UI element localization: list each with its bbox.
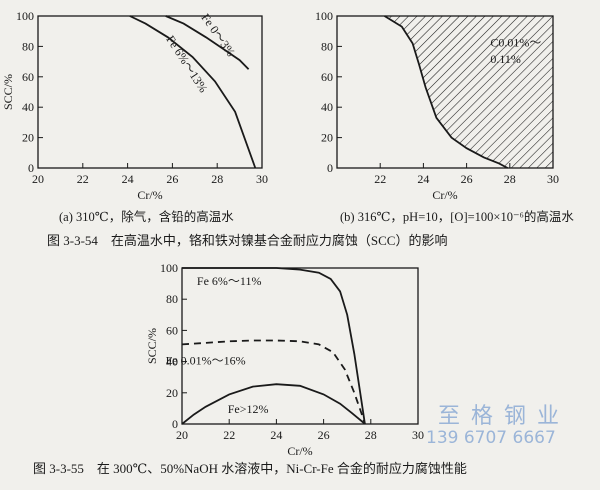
x-tick-label-c: 28 (365, 428, 377, 442)
x-tick-label-b: 30 (547, 172, 559, 186)
x-tick-label-c: 30 (412, 428, 424, 442)
x-axis-label-c: Cr/% (287, 444, 312, 458)
y-tick-label-c: 60 (166, 323, 178, 337)
plot-frame-a (37, 15, 263, 169)
caption-panel-a: (a) 310℃，除气，含铅的高温水 (59, 210, 234, 224)
y-tick-label-b: 0 (327, 161, 333, 175)
x-axis-label-b: Cr/% (432, 188, 457, 202)
y-axis-label-c: SCC/% (145, 328, 159, 364)
y-tick-label-b: 40 (321, 100, 333, 114)
x-tick-label-a: 24 (122, 172, 134, 186)
x-tick-label-c: 24 (270, 428, 282, 442)
y-tick-label-a: 0 (28, 161, 34, 175)
x-tick-label-c: 22 (223, 428, 235, 442)
x-tick-label-a: 26 (166, 172, 178, 186)
caption-panel-b: (b) 316℃，pH=10，[O]=100×10⁻⁶的高温水 (340, 210, 574, 224)
y-tick-label-c: 0 (172, 417, 178, 431)
x-tick-label-b: 22 (374, 172, 386, 186)
y-tick-label-c: 100 (160, 261, 178, 275)
y-tick-label-c: 80 (166, 292, 178, 306)
x-tick-label-a: 28 (211, 172, 223, 186)
y-tick-label-b: 100 (315, 9, 333, 23)
y-tick-label-b: 80 (321, 39, 333, 53)
series-line-a-1 (129, 15, 257, 169)
hatched-region-b (384, 16, 553, 168)
series-label-a-1: Fe 6%～13% (163, 33, 210, 95)
series-line-a-0 (165, 15, 250, 70)
figure-caption-3-3-54: 图 3-3-54 在高温水中，铬和铁对镍基合金耐应力腐蚀（SCC）的影响 (47, 233, 448, 248)
x-tick-label-a: 22 (77, 172, 89, 186)
series-label-c-2: Fe>12% (228, 402, 269, 416)
x-tick-label-b: 28 (504, 172, 516, 186)
annotation-line2-b: 0.11% (490, 52, 521, 66)
x-tick-label-c: 26 (318, 428, 330, 442)
series-line-c-0 (182, 267, 366, 425)
y-tick-label-b: 60 (321, 70, 333, 84)
x-tick-label-c: 20 (176, 428, 188, 442)
y-tick-label-c: 40 (166, 355, 178, 369)
y-axis-label-a: SCC/% (1, 74, 15, 110)
plot-frame-c (181, 267, 419, 425)
y-tick-label-a: 40 (22, 100, 34, 114)
y-tick-label-c: 20 (166, 386, 178, 400)
watermark-company: 至 格 钢 业 (438, 404, 561, 429)
y-tick-label-a: 60 (22, 70, 34, 84)
series-label-c-0: Fe 6%～11% (197, 274, 262, 288)
y-tick-label-a: 100 (16, 9, 34, 23)
x-tick-label-b: 26 (461, 172, 473, 186)
annotation-line1-b: C0.01%～ (490, 35, 541, 49)
watermark-phone: 139 6707 6667 (426, 428, 556, 448)
x-tick-label-b: 24 (417, 172, 429, 186)
series-line-b-0 (384, 15, 509, 169)
y-tick-label-a: 20 (22, 131, 34, 145)
series-label-c-1: Fe 0.01%～16% (166, 354, 246, 368)
series-label-a-0: Fe 0～3% (198, 11, 238, 59)
x-tick-label-a: 20 (32, 172, 44, 186)
y-tick-label-a: 80 (22, 39, 34, 53)
x-tick-label-a: 30 (256, 172, 268, 186)
series-line-c-2 (181, 383, 366, 425)
y-tick-label-b: 20 (321, 131, 333, 145)
x-axis-label-a: Cr/% (137, 188, 162, 202)
figure-caption-3-3-55: 图 3-3-55 在 300℃、50%NaOH 水溶液中，Ni-Cr-Fe 合金… (33, 461, 467, 476)
